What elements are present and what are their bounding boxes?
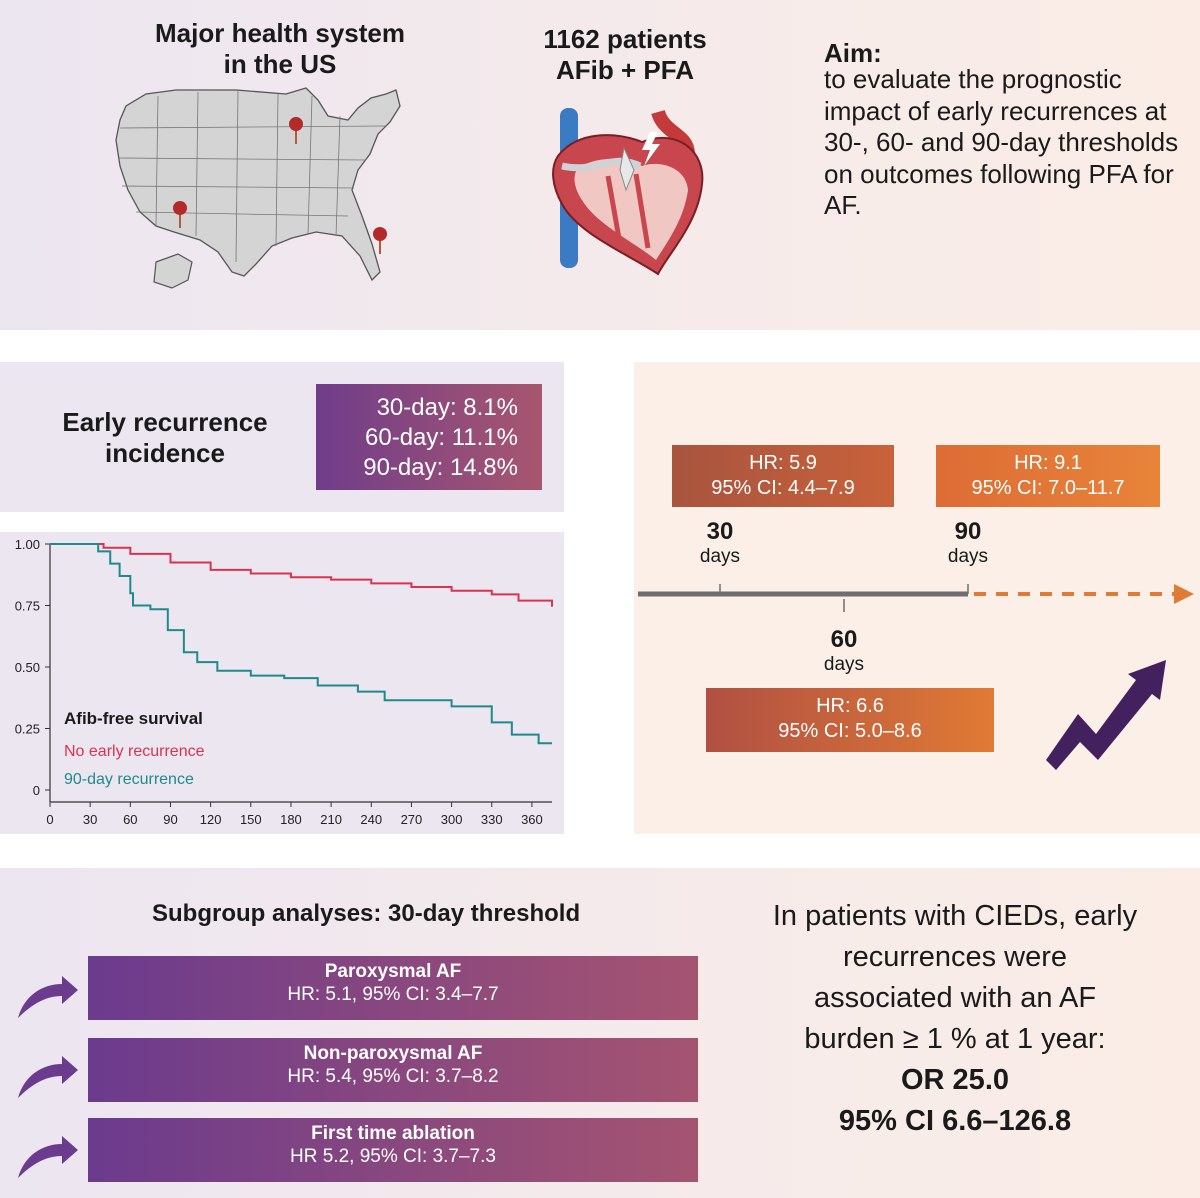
hr90-line1: HR: 9.1 [1014,452,1082,474]
hr-box-60: HR: 6.6 95% CI: 5.0–8.6 [706,688,994,752]
hr60-line2: 95% CI: 5.0–8.6 [778,720,922,742]
hr30-line1: HR: 5.9 [749,452,817,474]
subgroup-1-name: Paroxysmal AF [324,961,462,982]
hr-box-30: HR: 5.9 95% CI: 4.4–7.9 [672,445,894,507]
marker-60-unit: days [823,654,865,675]
x-tick-label: 240 [360,812,382,827]
series-line-no-early-recurrence [50,543,553,607]
subgroup-paroxysmal: Paroxysmal AF HR: 5.1, 95% CI: 3.4–7.7 [88,956,698,1020]
survival-chart: 0 0.25 0.50 0.75 1.00 0 30 60 90 120 150 180 210 240 2… [15,537,553,827]
hr90-line2: 95% CI: 7.0–11.7 [971,477,1125,499]
map-pin-minnesota [289,117,303,144]
hr60-line1: HR: 6.6 [816,695,884,717]
patients-title-text: 1162 patients AFib + PFA [543,24,707,85]
x-tick-label: 150 [240,812,262,827]
incidence-panel: Early recurrence incidence 30-day: 8.1% … [0,362,564,512]
x-tick-label: 90 [163,812,177,827]
curved-arrow-icon [18,976,78,1018]
x-tick-label: 360 [521,812,543,827]
subgroup-panel: Subgroup analyses: 30-day threshold Paro… [0,868,1200,1198]
y-tick-label: 0.50 [15,660,40,675]
x-tick-label: 270 [401,812,423,827]
x-tick-label: 210 [320,812,342,827]
marker-90-unit: days [947,546,989,567]
heart-illustration [552,108,704,276]
aim-heading: Aim: [824,38,882,68]
incidence-30: 30-day: 8.1% [376,394,518,421]
x-tick-label: 30 [83,812,97,827]
legend-entry: 90-day recurrence [64,771,194,788]
subgroup-title: Subgroup analyses: 30-day threshold [152,900,581,927]
catheter [561,157,642,172]
x-tick-label: 330 [481,812,503,827]
subgroup-2-name: Non-paroxysmal AF [303,1043,483,1064]
incidence-label: Early recurrence incidence [62,407,268,468]
y-tick-label: 0.25 [15,722,40,737]
legend-title: Afib-free survival [64,709,203,728]
us-map-illustration [115,87,401,289]
system-title: Major health system in the US [155,18,405,79]
subgroup-3-stat: HR 5.2, 95% CI: 3.7–7.3 [290,1146,496,1167]
hr30-line2: 95% CI: 4.4–7.9 [711,477,855,499]
timeline-arrowhead-icon [1174,584,1194,604]
timeline-graphic [638,584,1194,770]
y-tick-label: 1.00 [15,537,40,552]
timeline-panel: HR: 5.9 95% CI: 4.4–7.9 HR: 9.1 95% CI: … [634,362,1200,834]
conclusion-or: OR 25.0 [901,1064,1009,1096]
x-tick-label: 0 [46,812,53,827]
x-tick-label: 60 [123,812,137,827]
legend-entry: No early recurrence [64,743,205,760]
marker-30-num: 30 [706,518,734,545]
y-tick-label: 0.75 [15,599,40,614]
map-pin-florida [373,227,387,254]
map-pin-arizona [173,201,187,228]
series-line-90-day-recurrence [50,543,552,745]
subgroup-nonparoxysmal: Non-paroxysmal AF HR: 5.4, 95% CI: 3.7–8… [88,1038,698,1102]
subgroup-first-ablation: First time ablation HR 5.2, 95% CI: 3.7–… [88,1118,698,1182]
conclusion: In patients with CIEDs, early recurrence… [770,896,1140,1142]
subgroup-1-stat: HR: 5.1, 95% CI: 3.4–7.7 [287,984,499,1005]
conclusion-ci: 95% CI 6.6–126.8 [838,1105,1072,1137]
conclusion-text: In patients with CIEDs, early recurrence… [772,900,1138,1055]
curved-arrow-icon [18,1056,78,1098]
incidence-90: 90-day: 14.8% [363,454,518,481]
subgroup-2-stat: HR: 5.4, 95% CI: 3.7–8.2 [287,1066,499,1087]
curved-arrow-icon [18,1136,78,1178]
survival-chart-panel: 0 0.25 0.50 0.75 1.00 0 30 60 90 120 150 180 210 240 2… [0,532,564,834]
patients-title: 1162 patients AFib + PFA [500,24,750,86]
x-tick-label: 180 [280,812,302,827]
subgroup-3-name: First time ablation [311,1123,475,1144]
incidence-60: 60-day: 11.1% [365,424,518,451]
y-tick-label: 0 [33,783,40,798]
lightning-icon [642,132,660,166]
trend-up-arrow-icon [1046,660,1166,770]
marker-60-num: 60 [830,626,858,653]
alaska-map [153,253,193,289]
x-tick-label: 120 [200,812,222,827]
hr-box-90: HR: 9.1 95% CI: 7.0–11.7 [936,445,1160,507]
aim-text: to evaluate the prognostic impact of ear… [824,64,1179,220]
marker-30-unit: days [699,546,741,567]
overview-panel: Major health system in the US 1162 patie… [0,0,1200,330]
marker-90-num: 90 [954,518,982,545]
incidence-box: 30-day: 8.1% 60-day: 11.1% 90-day: 14.8% [316,384,542,490]
x-tick-label: 300 [441,812,463,827]
us-mainland-map [115,87,401,282]
